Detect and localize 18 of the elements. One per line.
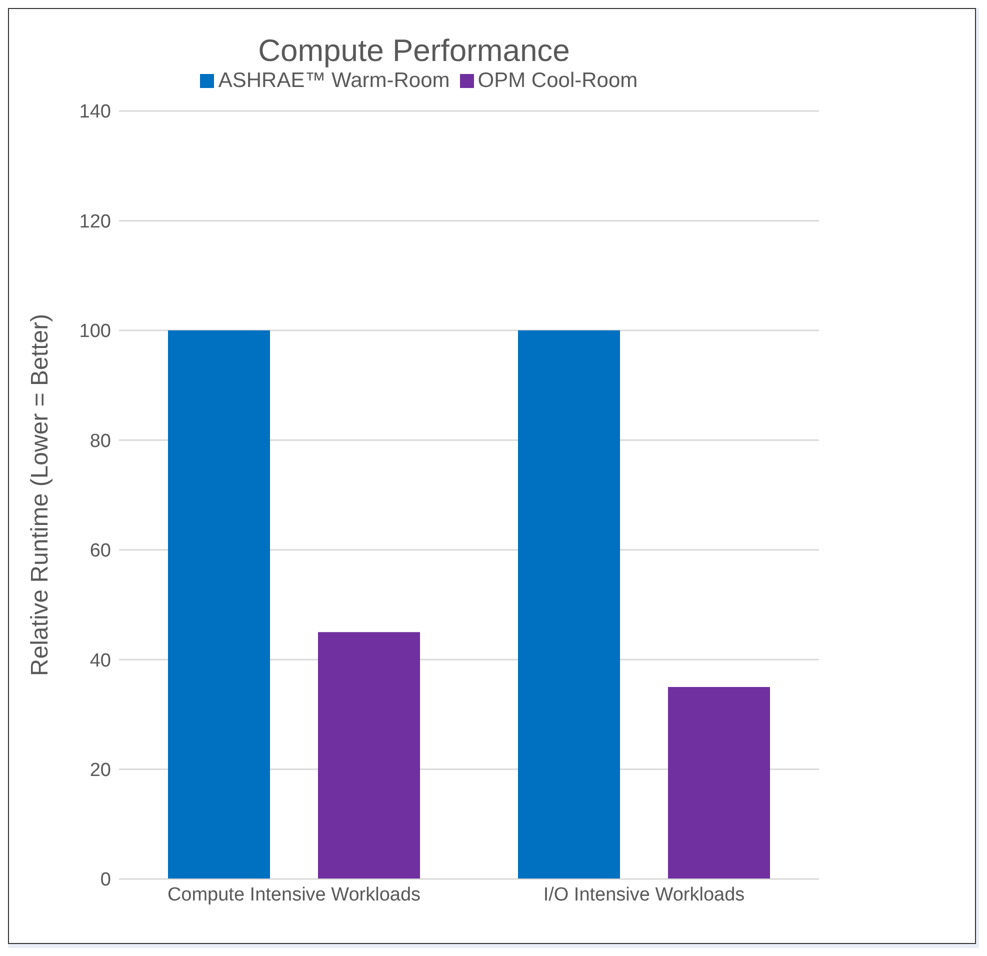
y-tick-label: 40 xyxy=(90,650,111,672)
y-tick-label: 0 xyxy=(100,870,111,891)
y-tick-label: 120 xyxy=(79,211,111,232)
bar xyxy=(318,632,420,879)
bar xyxy=(668,687,770,879)
chart-title: Compute Performance xyxy=(257,32,571,69)
y-tick-label: 140 xyxy=(79,102,111,123)
legend-label: ASHRAE™ Warm-Room xyxy=(218,69,450,92)
x-tick-label: I/O Intensive Workloads xyxy=(543,884,745,906)
y-tick-label: 80 xyxy=(90,430,111,452)
x-tick-label: Compute Intensive Workloads xyxy=(167,884,421,906)
y-tick-label: 100 xyxy=(79,321,111,342)
bar xyxy=(168,330,270,879)
legend-label: OPM Cool-Room xyxy=(478,69,638,92)
y-tick-label: 20 xyxy=(90,760,111,782)
y-tick-label: 60 xyxy=(90,540,111,562)
y-axis-title: Relative Runtime (Lower = Better) xyxy=(26,314,54,676)
bar xyxy=(518,330,620,879)
